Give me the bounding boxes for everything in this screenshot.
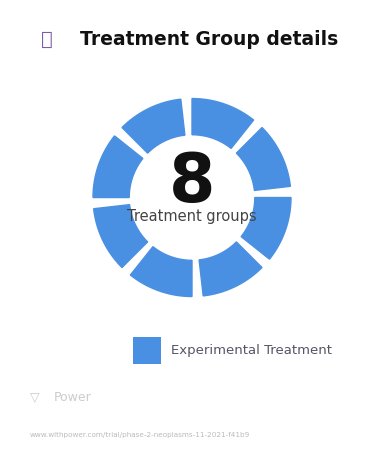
Polygon shape <box>199 242 262 296</box>
Text: 8: 8 <box>169 150 215 216</box>
Polygon shape <box>241 198 291 259</box>
Polygon shape <box>237 127 290 191</box>
Text: www.withpower.com/trial/phase-2-neoplasms-11-2021-f41b9: www.withpower.com/trial/phase-2-neoplasm… <box>30 432 250 438</box>
Polygon shape <box>131 246 192 297</box>
FancyBboxPatch shape <box>133 338 161 364</box>
Polygon shape <box>94 205 147 267</box>
Polygon shape <box>122 99 185 153</box>
Polygon shape <box>192 99 253 148</box>
Text: 👥: 👥 <box>41 30 53 49</box>
Text: ▽: ▽ <box>30 391 39 404</box>
Text: Experimental Treatment: Experimental Treatment <box>171 344 332 357</box>
Text: Treatment Group details: Treatment Group details <box>80 30 338 49</box>
Polygon shape <box>93 136 143 198</box>
Text: Treatment groups: Treatment groups <box>127 209 257 224</box>
Text: Power: Power <box>54 391 91 404</box>
